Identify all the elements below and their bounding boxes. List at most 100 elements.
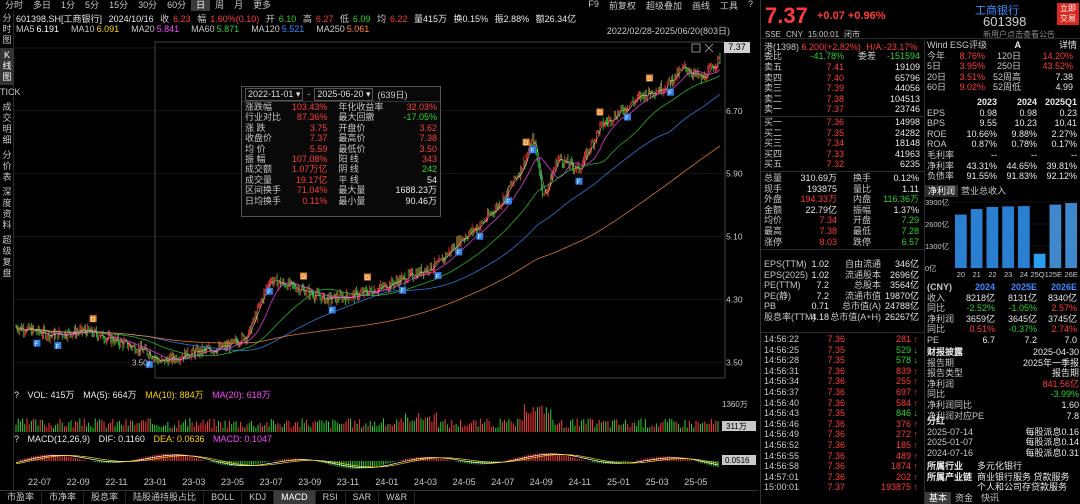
indicator-tab[interactable]: RSI (316, 491, 346, 504)
fin-value: 0.98 (979, 107, 997, 118)
stock-name[interactable]: 工商银行 (975, 5, 1019, 17)
indicator-tab[interactable]: 陆股通持股占比 (126, 491, 205, 504)
financial-report-marker[interactable]: F (529, 146, 537, 155)
indicator-tab[interactable]: 市净率 (42, 491, 85, 504)
svg-text:F: F (577, 180, 581, 186)
kline-chart[interactable]: 7.506.705.905.104.303.503.50FFDFFDFDFFFF… (14, 36, 758, 388)
financial-report-marker[interactable]: F (455, 248, 463, 257)
financial-report-marker[interactable]: F (476, 232, 484, 241)
profit-chart-tab[interactable]: 净利润 (925, 185, 959, 197)
financial-report-marker[interactable]: F (328, 306, 336, 315)
volume-chart[interactable]: 1360万 311万 (14, 399, 758, 433)
panel-tab[interactable]: 快讯 (981, 493, 1000, 503)
weicha-label: 委差 (857, 51, 876, 61)
toolbar-tool[interactable]: ? (747, 0, 753, 9)
price-axis-label: 6.70 (726, 106, 743, 116)
ask-row[interactable]: 卖二 7.38 104513 (761, 94, 924, 105)
time-axis-label: 25-01 (607, 477, 631, 487)
ma-legend: MA5 6.191 MA10 6.091 MA20 5.841 MA60 5.871 MA120… (16, 24, 756, 35)
view-tab[interactable]: 分价表 (2, 150, 12, 182)
close-icon[interactable] (704, 43, 714, 53)
interval-end-select[interactable]: 2025-06-20 ▾ (314, 87, 374, 101)
stats-value: 0.11% (302, 195, 328, 206)
period-tab[interactable]: 更多 (253, 0, 272, 10)
macd-help-icon[interactable]: ? (14, 434, 20, 444)
period-tab[interactable]: 多日 (33, 0, 52, 10)
period-tab[interactable]: 分时 (5, 0, 24, 10)
period-tab[interactable]: 周 (215, 0, 225, 10)
period-tab[interactable]: 月 (234, 0, 244, 10)
panel-tab[interactable]: 基本 (925, 492, 952, 504)
forecast-value: 3745亿 (1047, 313, 1077, 324)
view-tab[interactable]: TICK (0, 87, 21, 97)
dividend-date: 2025-07-14 (927, 426, 974, 437)
macd-chart[interactable]: 0.0516 (14, 445, 758, 477)
dividend-marker[interactable]: D (596, 108, 604, 117)
bid-row[interactable]: 买二 7.35 24282 (761, 128, 924, 139)
financial-report-marker[interactable]: F (33, 339, 41, 348)
panel-tab[interactable]: 资金 (955, 493, 974, 503)
financial-report-marker[interactable]: F (54, 341, 62, 350)
financial-report-marker[interactable]: F (666, 88, 674, 97)
tick-volume: 185 ↑ (895, 439, 918, 450)
indicator-tab[interactable]: 市盈率 (0, 491, 43, 504)
dividend-marker[interactable]: D (645, 74, 653, 83)
financial-report-marker[interactable]: F (575, 177, 583, 186)
bid-row[interactable]: 买五 7.32 6235 (761, 159, 924, 170)
toolbar-tool[interactable]: 工具 (719, 1, 738, 11)
industry-value[interactable]: 个人和公司存贷款服务 (977, 482, 1068, 493)
view-tab[interactable]: 超级复盘 (2, 235, 12, 278)
dividend-marker[interactable]: D (522, 138, 530, 147)
ask-row[interactable]: 卖三 7.39 44056 (761, 83, 924, 94)
financial-report-marker[interactable]: F (399, 286, 407, 295)
fin-value: 9.88% (1011, 128, 1037, 139)
industry-value[interactable]: 商业银行服务 贷款服务 (977, 471, 1070, 482)
ask-row[interactable]: 卖一 7.37 23746 (761, 104, 924, 115)
vol-help-icon[interactable]: ? (14, 390, 20, 400)
indicator-tab[interactable]: BOLL (204, 491, 243, 504)
view-tab[interactable]: 分时图 (2, 13, 12, 45)
ask-row[interactable]: 卖四 7.40 65796 (761, 73, 924, 84)
period-tab[interactable]: 日 (191, 0, 211, 11)
financial-report-marker[interactable]: F (504, 197, 512, 206)
industry-value[interactable]: 多元化银行 (977, 461, 1023, 471)
report-date: 2025-04-30 (1032, 347, 1079, 357)
interval-start-select[interactable]: 2022-11-01 ▾ (245, 87, 304, 101)
indicator-tab[interactable]: 股息率 (84, 491, 127, 504)
dividend-marker[interactable]: D (89, 315, 97, 324)
indicator-tab[interactable]: W&R (379, 491, 416, 504)
period-tab[interactable]: 1分 (61, 0, 76, 10)
indicator-tab[interactable]: MACD (274, 491, 316, 504)
notice-hint[interactable]: 新用户点击查看公告 (983, 30, 1055, 39)
indicator-tab[interactable]: KDJ (242, 491, 275, 504)
profit-chart-tab[interactable]: 营业总收入 (961, 186, 1007, 196)
financial-report-marker[interactable]: F (434, 272, 442, 280)
financial-report-marker[interactable]: F (265, 287, 273, 296)
dividend-marker[interactable]: D (300, 272, 308, 281)
period-tab[interactable]: 15分 (109, 0, 129, 10)
financial-report-marker[interactable]: F (145, 360, 153, 369)
maximize-icon[interactable] (691, 43, 701, 53)
industry-row: 个人和公司存贷款服务 (925, 482, 1080, 493)
view-tab[interactable]: 成交明细 (2, 102, 12, 145)
toolbar-tool[interactable]: 超级叠加 (645, 1, 682, 11)
tick-row: 14:56:25 7.35 529 ↓ (761, 345, 924, 356)
dividend-marker[interactable]: D (363, 273, 371, 282)
financial-report-marker[interactable]: F (623, 113, 631, 122)
esg-detail-link[interactable]: 详情 (1058, 40, 1077, 50)
indicator-tab[interactable]: SAR (346, 491, 380, 504)
view-tab[interactable]: 深度资料 (2, 187, 12, 230)
period-tab[interactable]: 60分 (167, 0, 187, 10)
bid-row[interactable]: 买一 7.36 14998 (761, 117, 924, 128)
ask-row[interactable]: 卖五 7.41 19109 (761, 62, 924, 73)
stats-value: 32.03% (406, 102, 437, 112)
bid-row[interactable]: 买三 7.34 18148 (761, 138, 924, 149)
trade-now-button[interactable]: 立即交易 (1057, 3, 1079, 25)
toolbar-tool[interactable]: 前复权 (608, 1, 636, 11)
toolbar-tool[interactable]: F9 (588, 0, 599, 9)
period-tab[interactable]: 30分 (138, 0, 158, 10)
toolbar-tool[interactable]: 画线 (691, 1, 710, 11)
bid-row[interactable]: 买四 7.33 41963 (761, 149, 924, 160)
view-tab[interactable]: K线图 (0, 48, 14, 85)
period-tab[interactable]: 5分 (85, 0, 100, 10)
